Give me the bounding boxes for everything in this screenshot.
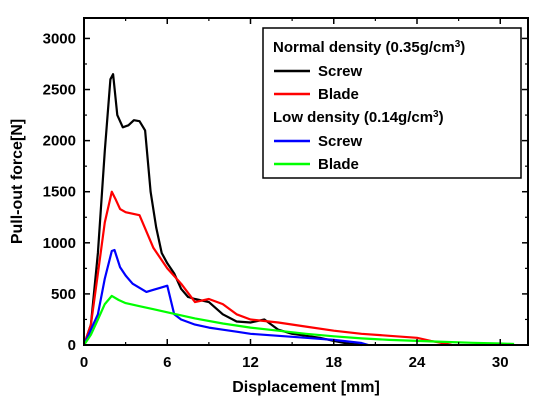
legend-group1-title-main: Normal density (0.35g/cm xyxy=(273,39,455,56)
x-tick-label: 24 xyxy=(409,354,426,371)
series-line-group2-screw xyxy=(82,248,369,347)
x-tick-label: 6 xyxy=(163,354,171,371)
x-tick-label: 18 xyxy=(325,354,342,371)
legend: Normal density (0.35g/cm3) Screw Blade L… xyxy=(262,27,522,179)
plot-area: 0 6 12 18 24 30 0 500 1000 1500 2000 2500 3000 xyxy=(43,17,529,371)
legend-group2-title: Low density (0.14g/cm3) xyxy=(273,109,444,127)
y-tick-label: 1000 xyxy=(43,235,76,252)
series-layer xyxy=(82,73,515,347)
legend-label-normal-blade: Blade xyxy=(318,86,359,103)
legend-label-normal-screw: Screw xyxy=(318,63,363,80)
y-tick-label: 3000 xyxy=(43,30,76,47)
series-line-group1-blade xyxy=(82,190,452,347)
ticks-layer: 0 6 12 18 24 30 0 500 1000 1500 2000 2500 3000 xyxy=(43,18,528,371)
y-tick-label: 0 xyxy=(68,337,76,354)
y-axis-label: Pull-out force[N] xyxy=(9,119,26,244)
legend-group2-title-end: ) xyxy=(439,109,444,126)
series-line-group1-screw xyxy=(82,73,362,347)
legend-group1-title: Normal density (0.35g/cm3) xyxy=(273,39,465,57)
legend-group1-title-sup: 3 xyxy=(455,39,461,50)
y-tick-label: 2000 xyxy=(43,133,76,150)
series-line-group2-blade xyxy=(83,294,515,346)
legend-label-low-screw: Screw xyxy=(318,133,363,150)
y-tick-label: 2500 xyxy=(43,82,76,99)
legend-group2-title-main: Low density (0.14g/cm xyxy=(273,109,433,126)
x-tick-label: 0 xyxy=(80,354,88,371)
x-tick-label: 30 xyxy=(492,354,509,371)
legend-label-low-blade: Blade xyxy=(318,156,359,173)
legend-box xyxy=(262,27,522,179)
x-axis-label: Displacement [mm] xyxy=(232,379,380,396)
plot-frame xyxy=(83,17,529,346)
legend-group2-title-sup: 3 xyxy=(433,109,439,120)
y-tick-label: 500 xyxy=(51,286,76,303)
y-tick-label: 1500 xyxy=(43,184,76,201)
x-tick-label: 12 xyxy=(242,354,259,371)
legend-group1-title-end: ) xyxy=(460,39,465,56)
